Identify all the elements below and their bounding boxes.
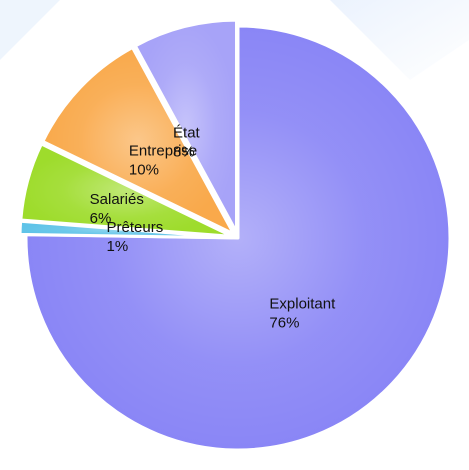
slice-value-entreprise: 10% <box>129 162 159 179</box>
slice-label-etat: État <box>173 125 201 142</box>
slice-value-preteurs: 1% <box>107 238 129 255</box>
background-decoration <box>0 0 469 80</box>
slice-value-exploitant: 76% <box>269 315 299 332</box>
slice-label-exploitant: Exploitant <box>269 296 336 313</box>
slice-label-salaries: Salariés <box>90 191 144 208</box>
pie-slice-gloss-etat <box>135 20 237 233</box>
slice-label-entreprise: Entreprise <box>129 143 197 160</box>
slice-labels: Exploitant 76% Prêteurs 1% Salariés 6% Entrepr… <box>90 125 336 332</box>
pie-slice-gloss-exploitant <box>26 26 450 450</box>
slice-label-preteurs: Prêteurs <box>107 219 164 236</box>
pie-slice-gloss-entreprise <box>42 47 234 234</box>
pie-slice-gloss-salaries <box>20 144 233 237</box>
slice-value-etat: 8% <box>173 144 195 161</box>
slices <box>18 18 452 452</box>
slice-value-salaries: 6% <box>90 210 112 227</box>
